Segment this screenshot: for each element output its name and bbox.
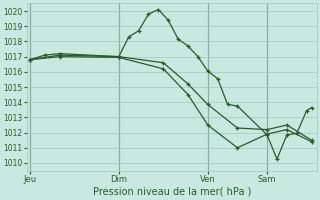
- X-axis label: Pression niveau de la mer( hPa ): Pression niveau de la mer( hPa ): [92, 187, 251, 197]
